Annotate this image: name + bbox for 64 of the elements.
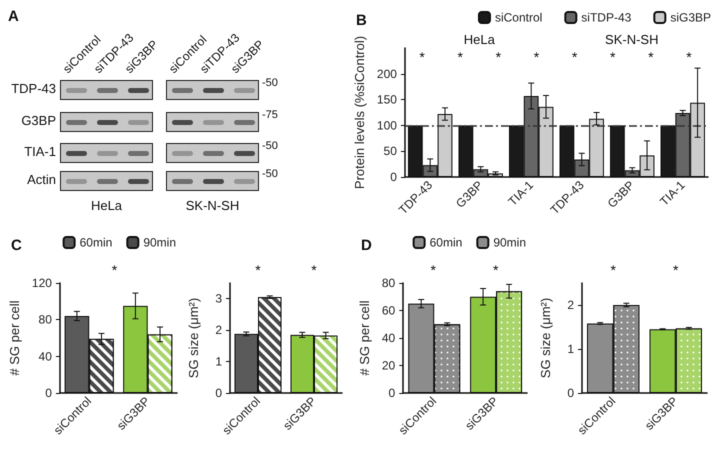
text: * xyxy=(255,262,262,278)
category-label: -50 xyxy=(262,77,278,89)
chart-title: C xyxy=(11,237,22,254)
category-label: Actin xyxy=(27,172,56,187)
y-tick-label: 0 xyxy=(215,386,222,400)
text: * xyxy=(311,262,318,278)
y-tick-label: 0 xyxy=(45,386,52,400)
y-tick-label: 0 xyxy=(388,386,396,400)
text: * xyxy=(610,262,617,278)
y-axis-title: SG size (μm²) xyxy=(186,298,201,378)
text: SK-N-SH xyxy=(184,198,240,213)
text: SK-N-SH xyxy=(605,32,658,47)
y-tick-label: 120 xyxy=(32,276,52,290)
y-tick-label: 1 xyxy=(567,342,574,356)
y-tick-label: 80 xyxy=(382,276,396,290)
annotation: * xyxy=(419,49,426,65)
y-tick-label: 2 xyxy=(567,298,574,312)
y-tick-label: 40 xyxy=(382,331,396,345)
legend-label: siG3BP xyxy=(670,10,712,24)
y-tick-label: 50 xyxy=(384,144,398,158)
text: * xyxy=(673,262,680,278)
y-tick-label: 60 xyxy=(382,304,396,318)
y-tick-label: 2 xyxy=(215,323,222,338)
text: A xyxy=(8,8,19,25)
y-tick-label: 200 xyxy=(376,66,398,81)
category-label: TDP-43 xyxy=(11,81,56,96)
category-label: G3BP xyxy=(21,113,56,128)
y-tick-label: 100 xyxy=(376,118,398,132)
y-tick-label: 40 xyxy=(38,349,52,364)
y-tick-label: 80 xyxy=(38,312,52,327)
y-tick-label: 150 xyxy=(376,92,398,107)
annotation: * xyxy=(496,49,502,65)
chart-title: D xyxy=(361,237,372,254)
legend-label: siControl xyxy=(494,10,542,24)
legend-label: 90min xyxy=(493,236,526,250)
annotation: * xyxy=(686,49,692,65)
y-axis-title: Protein levels (%siControl) xyxy=(352,36,367,190)
category-label: -50 xyxy=(262,140,278,152)
text: * xyxy=(493,262,500,278)
annotation: * xyxy=(457,49,464,65)
y-tick-label: 0 xyxy=(567,386,574,400)
text: * xyxy=(112,262,118,278)
y-tick-label: 3 xyxy=(215,292,222,306)
category-label: -75 xyxy=(262,109,278,121)
text: HeLa xyxy=(90,198,124,213)
annotation: * xyxy=(534,49,540,65)
annotation: * xyxy=(572,49,578,65)
y-axis-title: # SG per cell xyxy=(7,300,22,376)
y-tick-label: 1 xyxy=(215,354,222,369)
legend-label: 60min xyxy=(80,236,112,250)
category-label: -50 xyxy=(262,168,278,180)
chart-title: B xyxy=(356,12,367,29)
legend-label: siTDP-43 xyxy=(581,10,632,24)
y-tick-label: 0 xyxy=(390,170,398,184)
y-tick-label: 20 xyxy=(382,358,396,372)
text: * xyxy=(430,262,437,278)
legend-label: 90min xyxy=(143,236,176,250)
y-axis-title: # SG per cell xyxy=(357,300,372,376)
annotation: * xyxy=(648,49,654,65)
legend-label: 60min xyxy=(430,236,462,250)
category-label: TIA-1 xyxy=(24,144,56,159)
annotation: * xyxy=(610,49,616,65)
y-axis-title: SG size (μm²) xyxy=(538,298,553,378)
text: HeLa xyxy=(464,32,496,47)
